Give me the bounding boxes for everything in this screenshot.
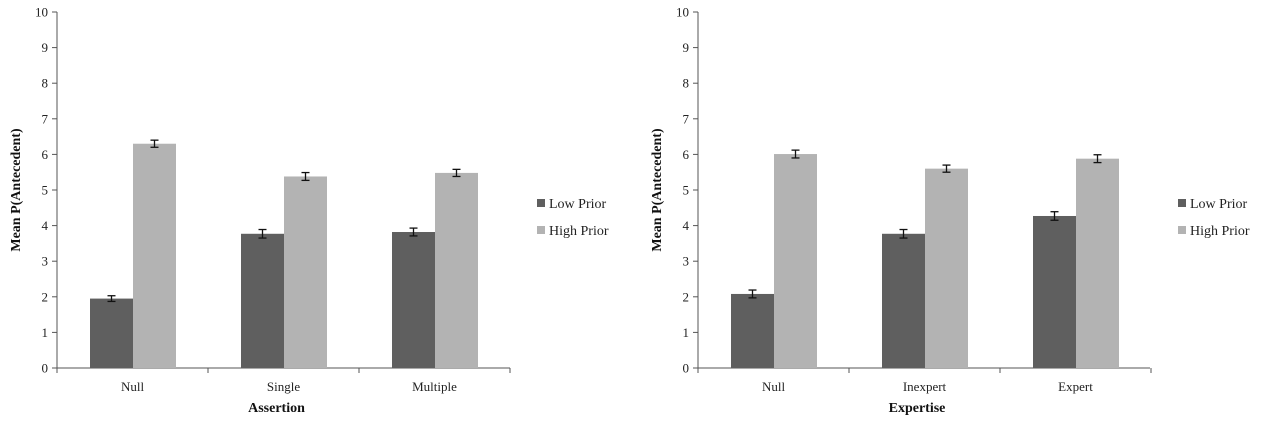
- chart2-legend-label: Low Prior: [1190, 197, 1248, 212]
- chart1-legend-swatch: [537, 226, 545, 234]
- chart2-bar-high-prior: [925, 168, 968, 368]
- chart2-x-tick-label: Null: [762, 379, 786, 394]
- chart1-legend-label: Low Prior: [549, 197, 607, 212]
- chart2-y-tick-label: 2: [683, 289, 690, 304]
- chart2-y-tick-label: 4: [683, 218, 690, 233]
- chart2-x-tick-label: Inexpert: [903, 379, 947, 394]
- chart1-bar-high-prior: [133, 143, 176, 368]
- chart2-y-tick-label: 0: [683, 361, 690, 376]
- chart1-bar-high-prior: [284, 176, 327, 368]
- chart2-y-tick-label: 8: [683, 76, 690, 91]
- chart2-y-tick-label: 3: [683, 254, 690, 269]
- chart1-bar-low-prior: [90, 298, 133, 368]
- chart1-y-tick-label: 3: [42, 254, 49, 269]
- chart1-x-tick-label: Null: [121, 379, 145, 394]
- chart1-bar-high-prior: [435, 172, 478, 368]
- chart2-y-tick-label: 5: [683, 183, 690, 198]
- chart2-y-tick-label: 6: [683, 147, 690, 162]
- chart1-legend-label: High Prior: [549, 224, 609, 239]
- chart1-y-tick-label: 8: [42, 76, 49, 91]
- chart1-y-tick-label: 2: [42, 289, 49, 304]
- chart1-y-tick-label: 6: [42, 147, 49, 162]
- chart2-y-tick-label: 9: [683, 40, 690, 55]
- chart1-x-tick-label: Multiple: [412, 379, 457, 394]
- chart2-y-tick-label: 7: [683, 111, 690, 126]
- chart1-bar-low-prior: [392, 232, 435, 368]
- chart1-y-tick-label: 7: [42, 111, 49, 126]
- chart2-legend-swatch: [1178, 199, 1186, 207]
- chart1-legend-swatch: [537, 199, 545, 207]
- chart2-legend-label: High Prior: [1190, 224, 1250, 239]
- chart1-y-tick-label: 4: [42, 218, 49, 233]
- chart2-bar-low-prior: [731, 293, 774, 368]
- chart1-x-axis-title: Assertion: [248, 401, 305, 416]
- chart1-y-tick-label: 0: [42, 361, 49, 376]
- chart1-bar-low-prior: [241, 233, 284, 368]
- chart1-y-tick-label: 10: [35, 5, 48, 20]
- chart1-x-tick-label: Single: [267, 379, 300, 394]
- chart1-y-tick-label: 5: [42, 183, 49, 198]
- chart2-bar-high-prior: [1076, 158, 1119, 368]
- chart2-x-tick-label: Expert: [1058, 379, 1093, 394]
- chart1-y-tick-label: 1: [42, 325, 49, 340]
- chart2-y-tick-label: 10: [676, 5, 689, 20]
- chart2-bar-low-prior: [882, 233, 925, 368]
- chart2-x-axis-title: Expertise: [889, 401, 946, 416]
- chart2-bar-low-prior: [1033, 215, 1076, 368]
- chart2-bar-high-prior: [774, 154, 817, 368]
- chart1-y-tick-label: 9: [42, 40, 49, 55]
- chart1-y-axis-title: Mean P(Antecedent): [9, 128, 24, 252]
- chart2-y-axis-title: Mean P(Antecedent): [650, 128, 665, 252]
- chart2-y-tick-label: 1: [683, 325, 690, 340]
- chart2-legend-swatch: [1178, 226, 1186, 234]
